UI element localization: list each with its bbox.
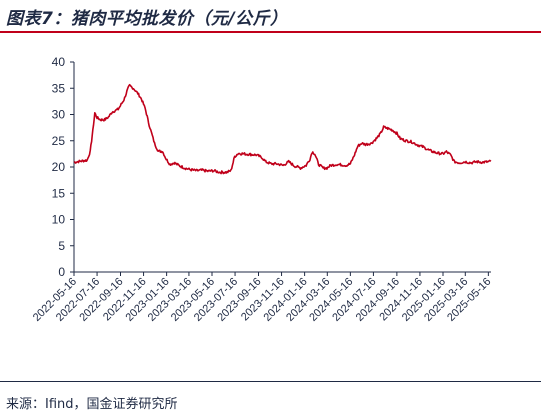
y-tick-label: 15 [52, 186, 66, 200]
y-tick-label: 30 [52, 108, 66, 122]
y-tick-label: 40 [52, 55, 66, 69]
line-chart: 0 5 10 15 20 25 30 35 40 2022-05-162022-07-16202… [31, 55, 494, 324]
y-tick-label: 5 [58, 239, 65, 253]
footer-divider [0, 381, 541, 382]
y-axis-ticks: 0 5 10 15 20 25 30 35 40 [52, 55, 74, 279]
series-line [73, 83, 492, 175]
source-note: 来源：Ifind，国金证券研究所 [6, 397, 178, 412]
title-divider [0, 31, 541, 33]
series-group [73, 83, 492, 175]
x-axis-ticks: 2022-05-162022-07-162022-09-162022-11-16… [31, 272, 493, 324]
y-tick-label: 35 [52, 81, 66, 95]
y-tick-label: 10 [52, 213, 66, 227]
y-tick-label: 0 [58, 265, 65, 279]
y-tick-label: 25 [52, 134, 66, 148]
chart-title: 图表7：猪肉平均批发价（元/公斤） [6, 9, 288, 29]
y-tick-label: 20 [52, 160, 66, 174]
chart-axes [73, 62, 491, 273]
